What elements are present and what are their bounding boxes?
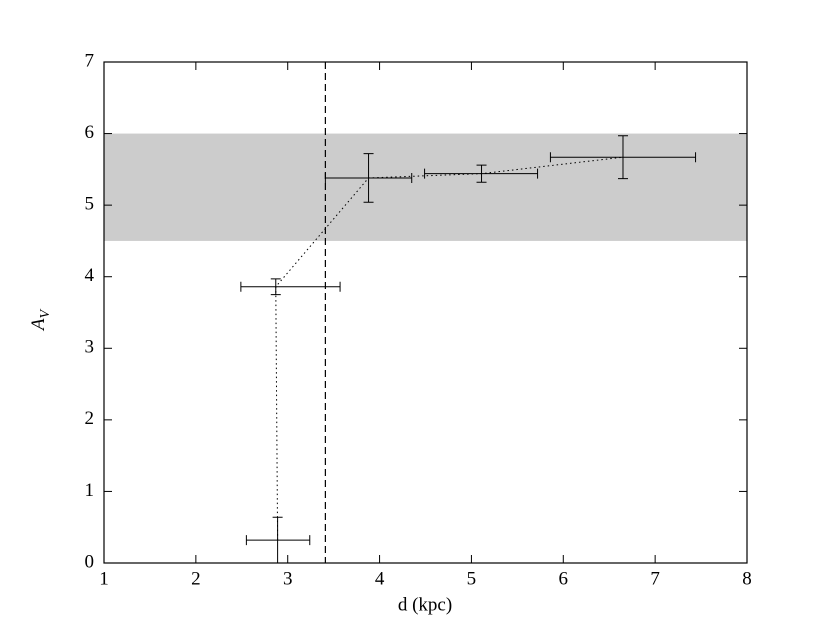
y-tick-label: 3 — [85, 337, 95, 358]
y-tick-label: 6 — [85, 122, 95, 143]
y-tick-label: 5 — [85, 194, 95, 215]
x-tick-label: 6 — [559, 568, 569, 589]
y-error-bar — [272, 516, 283, 564]
y-axis-label-main: A — [28, 318, 49, 332]
x-tick-label: 4 — [375, 568, 385, 589]
y-axis-label-sub: V — [38, 308, 53, 318]
x-tick-label: 8 — [742, 568, 752, 589]
y-error-bar — [270, 278, 281, 296]
y-tick-label: 1 — [85, 480, 95, 501]
x-error-bar — [240, 281, 341, 292]
x-tick-label: 3 — [283, 568, 293, 589]
y-tick-label: 2 — [85, 408, 95, 429]
y-tick-label: 7 — [85, 50, 95, 71]
x-tick-label: 2 — [191, 568, 201, 589]
x-tick-label: 7 — [650, 568, 660, 589]
y-error-bar — [363, 153, 374, 203]
y-error-bar — [476, 164, 487, 183]
plot-frame — [103, 61, 748, 564]
x-tick-label: 1 — [99, 568, 109, 589]
y-tick-label: 4 — [85, 265, 95, 286]
y-axis-label: AV — [28, 308, 53, 332]
y-error-bar — [617, 135, 628, 180]
band — [104, 133, 747, 241]
y-tick-label: 0 — [85, 551, 95, 572]
x-tick-label: 5 — [467, 568, 477, 589]
x-axis-label: d (kpc) — [398, 594, 452, 615]
